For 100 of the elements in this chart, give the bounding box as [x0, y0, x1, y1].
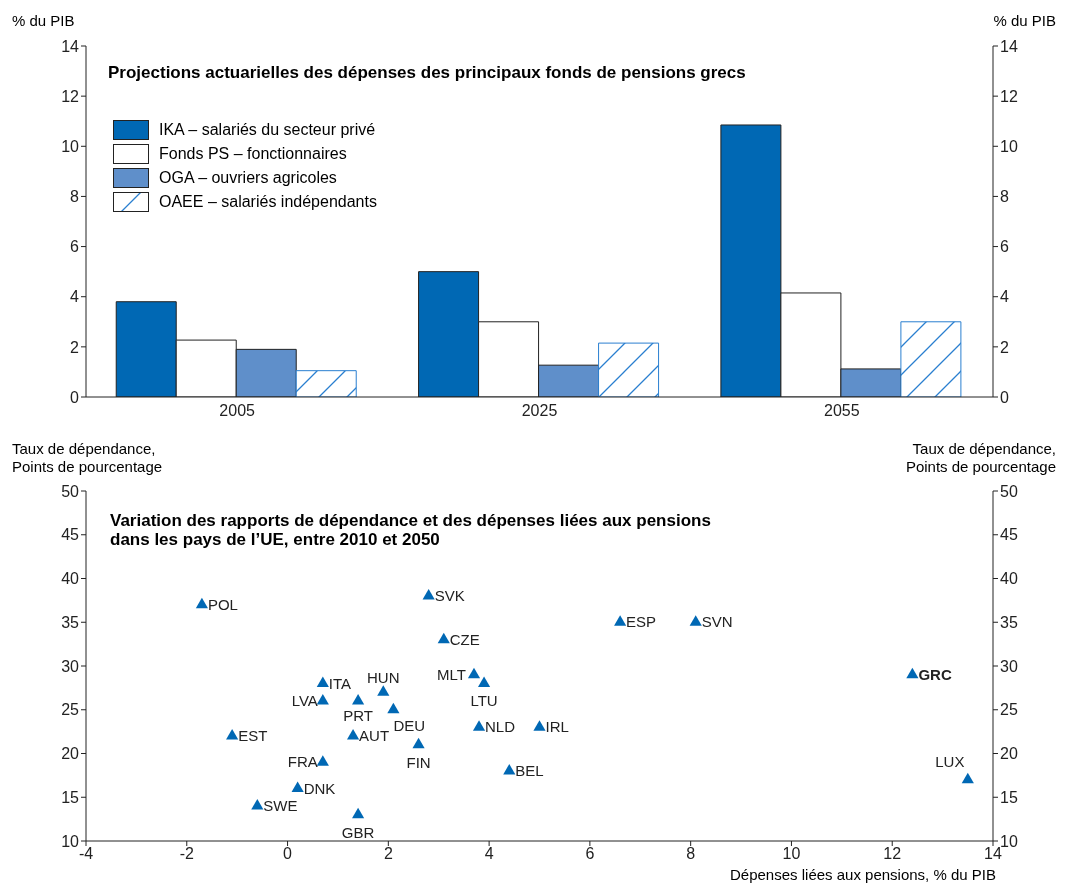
- point: [251, 798, 264, 810]
- y2-tick-label: 40: [1000, 570, 1018, 588]
- annotation: HUN: [367, 669, 400, 687]
- annotation: CZE: [449, 630, 480, 648]
- annotation: ESP: [626, 613, 657, 631]
- y2-tick-label: 30: [1000, 657, 1018, 675]
- y-tick-label: 10: [61, 137, 80, 155]
- annotation: SVN: [701, 613, 733, 631]
- x-tick-label: -4: [78, 845, 94, 863]
- point: [412, 737, 425, 749]
- y2-tick-label: 4: [1000, 288, 1009, 306]
- text: Projections actuarielles des dépenses des principaux fonds de pensions grecs: [108, 63, 746, 83]
- y2-tick-label: 15: [1000, 788, 1018, 806]
- annotation: LVA: [291, 692, 318, 709]
- y2-tick-label: 35: [1000, 613, 1018, 631]
- annotation: IRL: [545, 718, 569, 736]
- y2-tick-label: 6: [1000, 238, 1009, 256]
- y-tick-label: 30: [61, 657, 80, 675]
- x-tick-label: 2: [383, 845, 393, 863]
- point: [352, 807, 365, 819]
- legend-label: IKA – salariés du secteur privé: [159, 121, 376, 139]
- legend-label: Fonds PS – fonctionnaires: [159, 145, 347, 163]
- y-axis-title: % du PIB: [12, 12, 75, 29]
- annotation: NLD: [485, 718, 516, 736]
- annotation: ITA: [328, 674, 352, 692]
- y2-tick-label: 25: [1000, 701, 1018, 719]
- annotation: AUT: [359, 727, 390, 744]
- y2-tick-label: 12: [1000, 87, 1018, 105]
- y-tick-label: 4: [70, 288, 80, 306]
- y2-tick-label: 0: [1000, 388, 1009, 406]
- x-tick-label: 6: [585, 845, 595, 863]
- legend-label: OGA – ouvriers agricoles: [159, 169, 337, 187]
- x-axis-title: Dépenses liées aux pensions, % du PIB: [730, 866, 996, 883]
- point: [387, 702, 400, 714]
- point: [291, 781, 304, 793]
- point: [503, 763, 516, 775]
- y2-tick-label: 8: [1000, 188, 1009, 206]
- y-tick-label: 14: [61, 37, 80, 55]
- y-tick-label: 12: [61, 87, 80, 105]
- y-tick-label: 8: [70, 188, 80, 206]
- point: [533, 720, 546, 731]
- text: Variation des rapports de dépendance et des dépenses liées aux pensions dans les pays de l’UE, entre 2010 et 2050: [110, 511, 711, 549]
- annotation: DEU: [393, 716, 426, 734]
- y-tick-label: 35: [61, 613, 80, 631]
- annotation: BEL: [515, 762, 544, 779]
- point: [961, 772, 974, 784]
- point: [906, 667, 919, 679]
- annotation: MLT: [437, 665, 466, 683]
- x-tick-label: 4: [484, 845, 494, 863]
- point: [352, 693, 365, 705]
- annotation: SWE: [263, 797, 298, 814]
- point: [195, 597, 208, 609]
- y-tick-label: 45: [61, 526, 80, 544]
- x-tick-label: 0: [283, 845, 293, 863]
- y-tick-label: 20: [61, 745, 80, 763]
- point: [477, 676, 491, 688]
- annotation: LUX: [935, 752, 965, 770]
- y2-tick-label: 20: [1000, 745, 1018, 763]
- annotation: FRA: [287, 753, 318, 771]
- y-tick-label: 15: [61, 788, 80, 806]
- x-tick-label: 2055: [824, 402, 860, 420]
- y-tick-label: 6: [70, 238, 80, 256]
- y2-tick-label: 14: [1000, 37, 1018, 55]
- point: [316, 676, 329, 688]
- point: [614, 615, 627, 626]
- point: [422, 588, 435, 600]
- bar: [900, 321, 962, 397]
- annotation: GRC: [918, 665, 952, 683]
- x-tick-label: 2025: [521, 402, 558, 420]
- x-tick-label: 12: [883, 845, 902, 863]
- x-tick-label: 14: [984, 845, 1002, 863]
- y2-tick-label: 10: [1000, 832, 1018, 850]
- y-tick-label: 40: [61, 570, 80, 588]
- point: [437, 632, 450, 644]
- x-tick-label: 10: [782, 845, 801, 863]
- point: [472, 720, 486, 731]
- point: [467, 667, 481, 679]
- y2-tick-label: 50: [1000, 482, 1018, 500]
- y2-axis-title: Taux de dépendance, Points de pourcentage: [905, 440, 1056, 476]
- y-axis-title: Taux de dépendance, Points de pourcentage: [12, 440, 163, 476]
- annotation: DNK: [303, 779, 336, 797]
- annotation: SVK: [434, 587, 465, 604]
- annotation: LTU: [470, 691, 498, 709]
- annotation: POL: [207, 595, 238, 613]
- legend-label: OAEE – salariés indépendants: [159, 193, 377, 211]
- y-tick-label: 25: [61, 701, 80, 719]
- point: [226, 728, 239, 740]
- point: [377, 685, 390, 696]
- x-tick-label: 2005: [219, 402, 256, 420]
- annotation: FIN: [406, 753, 431, 771]
- point: [346, 728, 360, 740]
- y2-axis-title: % du PIB: [993, 12, 1056, 29]
- y2-tick-label: 2: [1000, 338, 1009, 356]
- annotation: PRT: [343, 707, 373, 724]
- x-tick-label: -2: [179, 845, 194, 863]
- bar: [295, 370, 357, 397]
- y-tick-label: 0: [70, 388, 80, 406]
- y2-tick-label: 10: [1000, 137, 1018, 155]
- y-tick-label: 50: [61, 482, 80, 500]
- y-tick-label: 2: [70, 338, 80, 356]
